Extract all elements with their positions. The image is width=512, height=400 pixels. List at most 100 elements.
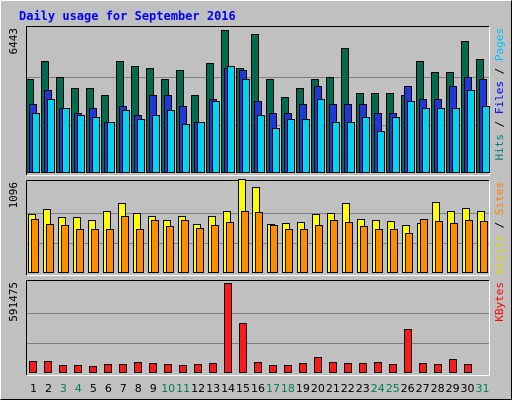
bar-pages-8	[137, 119, 145, 173]
x-tick-label: 15	[236, 382, 250, 395]
legend-separator: /	[493, 114, 506, 134]
bar-kbytes-22	[344, 363, 352, 373]
bar-sites-25	[390, 229, 398, 273]
x-tick-label: 2	[45, 382, 52, 395]
bar-kbytes-30	[464, 364, 472, 373]
x-tick-label: 30	[461, 382, 475, 395]
x-tick-label: 24	[371, 382, 385, 395]
x-tick-label: 22	[341, 382, 355, 395]
bar-pages-25	[392, 117, 400, 173]
bar-pages-18	[287, 119, 295, 173]
panel-frame	[26, 280, 490, 376]
panel-middle: 1096 Visits / Sites	[7, 179, 506, 276]
bar-pages-9	[152, 115, 160, 173]
bar-sites-4	[76, 229, 84, 273]
bar-pages-2	[47, 99, 55, 173]
x-axis: 1 2 3 4 5 6 7 8 9 10 11 12 13 14 15 16 17 18 19 20 21 22 23 24 2…	[30, 382, 490, 395]
bar-sites-13	[211, 225, 219, 273]
x-tick-label: 7	[120, 382, 127, 395]
series-sites	[31, 211, 488, 273]
bar-kbytes-20	[314, 357, 322, 373]
bar-sites-18	[285, 229, 293, 273]
bar-kbytes-9	[149, 363, 157, 373]
bar-pages-26	[407, 101, 415, 173]
bar-sites-2	[46, 224, 54, 273]
bar-sites-17	[270, 225, 278, 273]
bar-sites-10	[166, 226, 174, 273]
bar-pages-27	[422, 108, 430, 173]
x-tick-label: 27	[416, 382, 430, 395]
bar-pages-17	[272, 128, 280, 173]
x-tick-label: 14	[221, 382, 235, 395]
x-tick-label: 18	[281, 382, 295, 395]
bar-kbytes-5	[89, 366, 97, 373]
chart-panels: 6443 Hits / Files / Pages 1096 Visits / Sit…	[7, 26, 506, 376]
bar-sites-3	[61, 225, 69, 273]
bar-sites-20	[315, 225, 323, 273]
bar-pages-6	[107, 122, 115, 173]
bar-sites-23	[360, 226, 368, 273]
x-tick-label: 20	[311, 382, 325, 395]
x-tick-label: 9	[150, 382, 157, 395]
bar-sites-9	[151, 220, 159, 273]
bar-kbytes-21	[329, 362, 337, 373]
bar-pages-29	[452, 108, 460, 173]
bar-pages-5	[92, 117, 100, 173]
bar-kbytes-3	[59, 365, 67, 373]
bar-kbytes-17	[269, 365, 277, 373]
bar-sites-19	[300, 229, 308, 273]
bar-sites-6	[106, 229, 114, 273]
x-tick-label: 17	[266, 382, 280, 395]
bar-pages-15	[242, 79, 250, 173]
panel-bottom: 591475 KBytes	[7, 280, 506, 376]
bar-pages-12	[197, 122, 205, 173]
bar-sites-28	[435, 221, 443, 273]
bar-pages-22	[347, 122, 355, 173]
side-legend: KBytes	[493, 282, 506, 322]
x-tick-label: 13	[206, 382, 220, 395]
x-tick-label: 10	[161, 382, 175, 395]
legend-hits: Hits	[493, 134, 506, 161]
bar-kbytes-1	[29, 361, 37, 373]
series-kbytes	[29, 283, 472, 373]
bar-sites-31	[480, 221, 488, 273]
x-tick-label: 12	[191, 382, 205, 395]
x-tick-label: 4	[75, 382, 82, 395]
x-tick-label: 28	[431, 382, 445, 395]
bar-kbytes-24	[374, 362, 382, 373]
bar-kbytes-27	[419, 363, 427, 373]
series-pages	[32, 66, 490, 173]
x-tick-label: 6	[105, 382, 112, 395]
bar-sites-11	[181, 220, 189, 273]
bar-kbytes-12	[194, 364, 202, 373]
bar-pages-16	[257, 115, 265, 173]
bar-kbytes-25	[389, 364, 397, 373]
bar-pages-19	[302, 119, 310, 173]
bar-pages-3	[62, 108, 70, 173]
bar-kbytes-16	[254, 362, 262, 373]
x-tick-label: 1	[30, 382, 37, 395]
legend-kbytes: KBytes	[493, 282, 506, 322]
bar-sites-22	[345, 222, 353, 273]
bar-kbytes-11	[179, 365, 187, 373]
bar-sites-12	[196, 228, 204, 273]
bar-sites-1	[31, 219, 39, 273]
bar-sites-5	[91, 229, 99, 273]
bar-kbytes-29	[449, 359, 457, 373]
y-max-label: 591475	[7, 282, 20, 322]
bar-kbytes-15	[239, 323, 247, 373]
bar-kbytes-28	[434, 364, 442, 373]
legend-separator: /	[493, 215, 506, 235]
bar-pages-14	[227, 66, 235, 173]
x-tick-label: 11	[176, 382, 190, 395]
bar-kbytes-10	[164, 364, 172, 373]
bar-kbytes-13	[209, 363, 217, 373]
bar-kbytes-7	[119, 364, 127, 373]
bar-sites-29	[450, 223, 458, 273]
bar-pages-28	[437, 108, 445, 173]
x-tick-label: 3	[60, 382, 67, 395]
bar-kbytes-14	[224, 283, 232, 373]
panel-top: 6443 Hits / Files / Pages	[7, 26, 506, 176]
bar-kbytes-6	[104, 364, 112, 373]
x-tick-label: 21	[326, 382, 340, 395]
